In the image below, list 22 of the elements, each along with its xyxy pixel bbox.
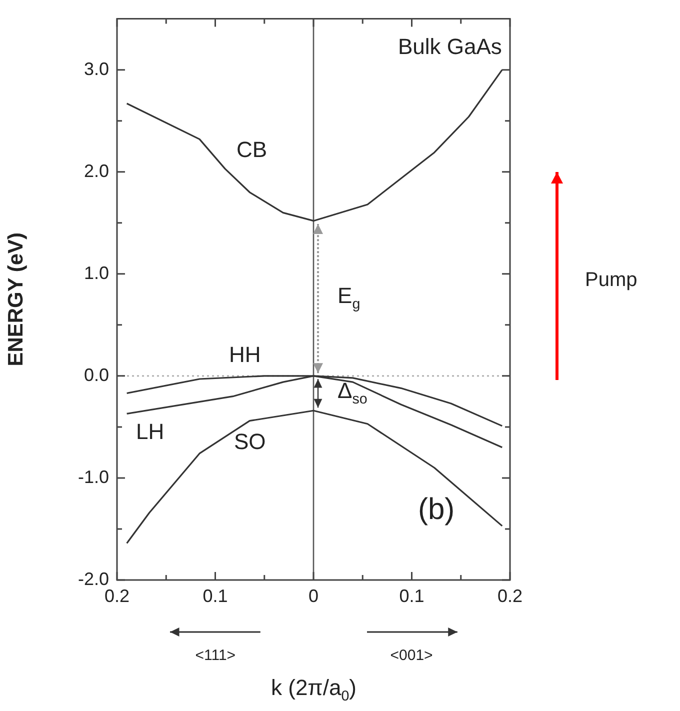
x-tick-label: 0.2 bbox=[497, 586, 523, 606]
text: <001> bbox=[390, 646, 433, 664]
x-tick-label: 0 bbox=[308, 586, 319, 606]
annotation: (b) bbox=[418, 493, 455, 526]
x-tick-label: 0.1 bbox=[399, 586, 424, 606]
annotation: SO bbox=[234, 429, 266, 454]
y-tick-label: 3.0 bbox=[84, 58, 109, 79]
text: Pump bbox=[585, 269, 638, 291]
x-axis-title: k (2π/a$_{0}$) bbox=[271, 674, 356, 704]
annotation: Bulk GaAs bbox=[398, 34, 502, 59]
y-axis-title: ENERGY (eV) bbox=[4, 232, 28, 366]
text: <111> bbox=[195, 646, 236, 664]
annotation: LH bbox=[136, 419, 164, 444]
y-tick-label: 0.0 bbox=[84, 364, 109, 385]
annotation: HH bbox=[229, 342, 261, 367]
x-tick-label: 0.1 bbox=[202, 586, 228, 606]
annotation: E$_{g}$ bbox=[338, 282, 360, 312]
y-tick-label: -1.0 bbox=[78, 466, 109, 487]
annotation: Δ$_{so}$ bbox=[338, 378, 368, 408]
annotation: CB bbox=[236, 137, 268, 162]
y-tick-label: 2.0 bbox=[84, 160, 109, 181]
y-tick-label: 1.0 bbox=[84, 262, 109, 283]
